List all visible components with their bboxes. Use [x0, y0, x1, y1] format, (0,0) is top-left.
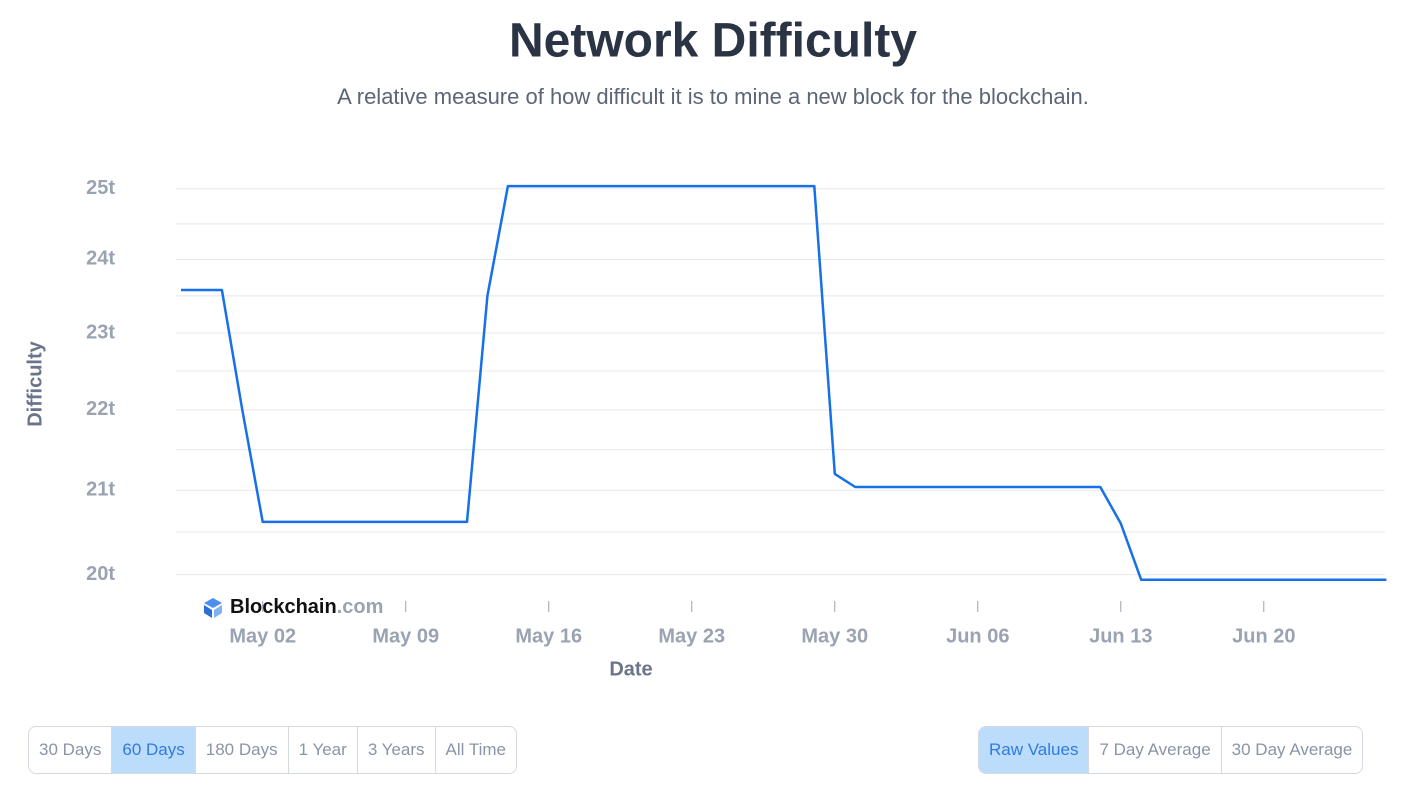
x-tick-label: Jun 20 — [1232, 625, 1295, 647]
toggle-button[interactable]: 7 Day Average — [1089, 727, 1222, 773]
range-buttons: 30 Days 60 Days 180 Days 1 Year 3 Years All T… — [28, 726, 518, 774]
watermark: Blockchain.com — [204, 596, 383, 618]
x-tick-label: May 02 — [229, 625, 296, 647]
svg-text:Blockchain.com: Blockchain.com — [230, 596, 383, 618]
toggle-button[interactable]: 180 Days — [196, 727, 289, 773]
toggle-button[interactable]: 30 Days — [29, 727, 113, 773]
x-tick-label: May 16 — [515, 625, 582, 647]
toggle-button[interactable]: 30 Day Average — [1231, 740, 1353, 759]
chart-subtitle: A relative measure of how difficult it i… — [337, 84, 1089, 109]
data-line — [181, 184, 1387, 582]
x-tick-label: May 23 — [658, 625, 725, 647]
x-tick-label: May 09 — [372, 625, 439, 647]
toggle-button[interactable]: 60 Days — [112, 727, 196, 773]
toggle-button[interactable]: All Time — [445, 740, 507, 759]
y-tick-label: 20t — [86, 563, 115, 585]
chart-title: Network Difficulty — [509, 15, 917, 68]
y-tick-label: 24t — [86, 248, 115, 270]
view-buttons: Raw Values 7 Day Average 30 Day Average — [978, 726, 1364, 774]
toggle-button[interactable]: 3 Years — [358, 727, 436, 773]
toggle-button[interactable]: Raw Values — [979, 727, 1090, 773]
y-tick-label: 21t — [86, 479, 115, 501]
y-tick-label: 25t — [86, 177, 115, 199]
x-tick-label: Jun 06 — [946, 625, 1009, 647]
toggle-button[interactable]: 1 Year — [289, 727, 358, 773]
watermark-name: Blockchain — [230, 596, 337, 618]
x-tick-label: Jun 13 — [1089, 625, 1152, 647]
watermark-suffix: .com — [337, 596, 384, 618]
x-axis-label: Date — [609, 658, 652, 680]
y-tick-label: 23t — [86, 321, 115, 343]
y-tick-label: 22t — [86, 398, 115, 420]
x-tick-label: May 30 — [801, 625, 868, 647]
y-axis-label: Difficulty — [24, 340, 46, 426]
